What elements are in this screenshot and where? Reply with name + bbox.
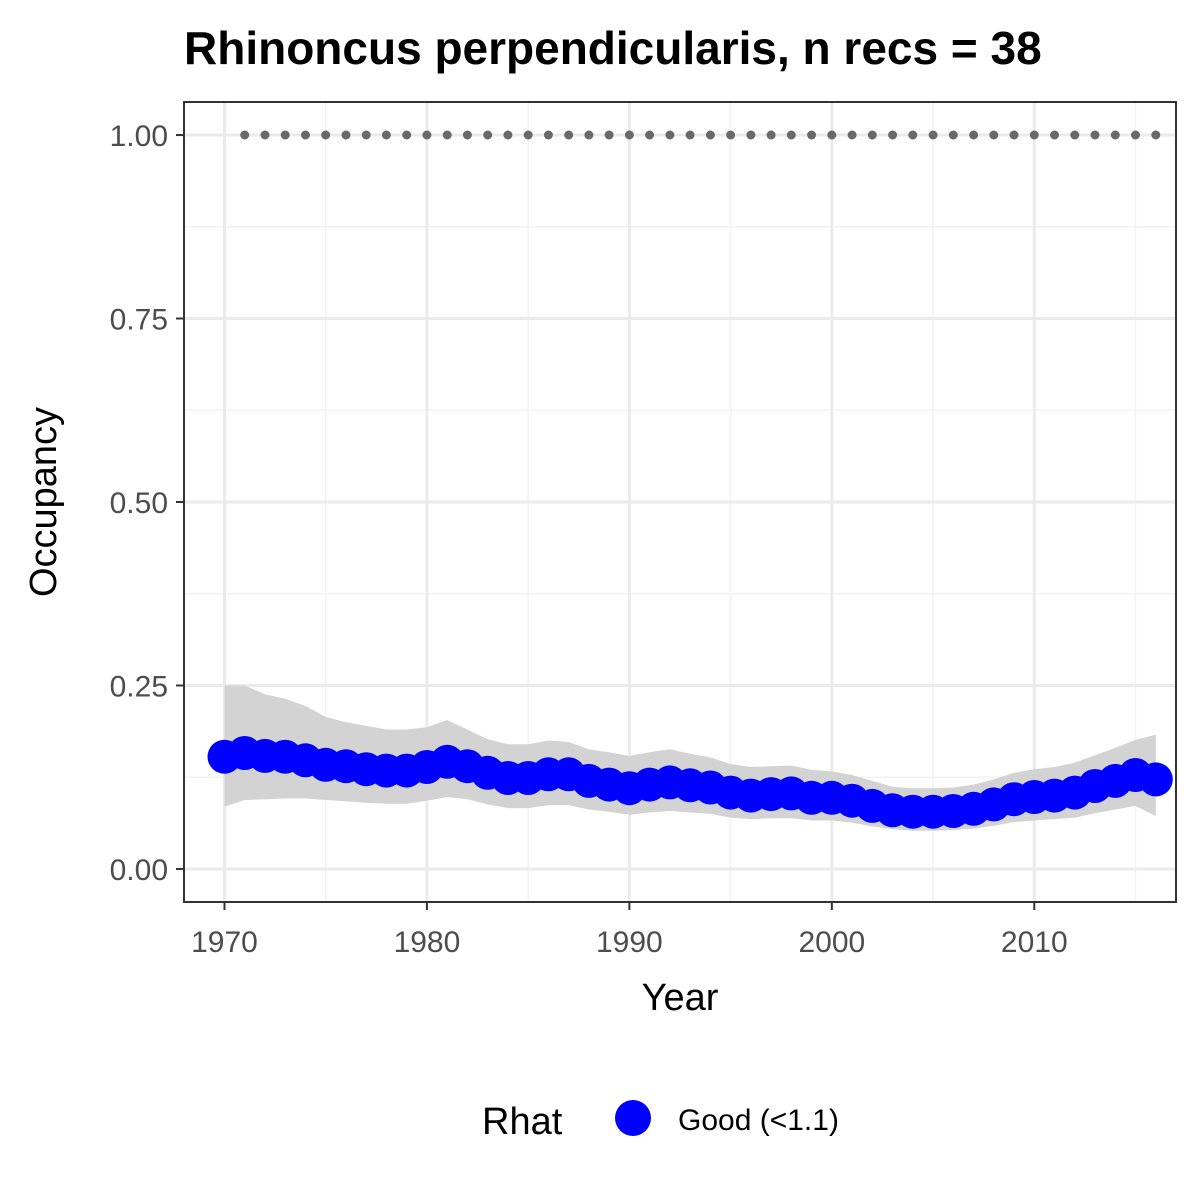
x-tick-label: 1970 xyxy=(191,926,258,959)
reference-dot xyxy=(402,130,412,140)
reference-dot xyxy=(867,130,877,140)
y-tick-label: 0.25 xyxy=(110,670,168,703)
confidence-ribbon xyxy=(224,685,1156,831)
y-axis: 0.00 0.25 0.50 0.75 1.00 xyxy=(110,120,184,887)
reference-dot xyxy=(705,130,715,140)
reference-dot xyxy=(807,130,817,140)
reference-dot xyxy=(422,130,432,140)
reference-dot xyxy=(624,130,634,140)
reference-dot xyxy=(1050,130,1059,140)
legend-title: Rhat xyxy=(482,1101,563,1143)
reference-dot xyxy=(685,130,695,140)
chart-title: Rhinoncus perpendicularis, n recs = 38 xyxy=(184,22,1042,74)
reference-dot xyxy=(928,130,938,140)
reference-dot xyxy=(847,130,857,140)
reference-dot xyxy=(726,130,736,140)
reference-dot xyxy=(240,130,250,140)
reference-dot xyxy=(442,130,452,140)
reference-dot xyxy=(969,130,979,140)
reference-dot xyxy=(381,130,391,140)
reference-dot xyxy=(908,130,918,140)
y-tick-label: 0.75 xyxy=(110,304,168,337)
reference-dot xyxy=(1029,130,1039,140)
plot-area xyxy=(183,101,1177,903)
reference-dot xyxy=(766,130,776,140)
reference-dot xyxy=(280,130,290,140)
reference-dot xyxy=(1009,130,1019,140)
reference-dot xyxy=(888,130,898,140)
reference-dot xyxy=(341,130,351,140)
reference-dot xyxy=(1110,130,1120,140)
reference-dot xyxy=(948,130,958,140)
reference-dot xyxy=(1070,130,1080,140)
y-tick-label: 1.00 xyxy=(110,120,168,153)
x-axis-title: Year xyxy=(642,977,719,1019)
x-tick-label: 1990 xyxy=(596,926,663,959)
reference-dot xyxy=(1131,130,1140,140)
reference-dot xyxy=(503,130,513,140)
legend-label-good: Good (<1.1) xyxy=(678,1104,839,1137)
x-tick-label: 2000 xyxy=(798,926,865,959)
reference-dot xyxy=(604,130,614,140)
occupancy-points xyxy=(207,736,1173,829)
x-tick-label: 1980 xyxy=(394,926,461,959)
y-tick-label: 0.50 xyxy=(110,487,168,520)
reference-dot xyxy=(1151,130,1161,140)
reference-dot xyxy=(786,130,796,140)
reference-dot xyxy=(1090,130,1100,140)
reference-dot xyxy=(543,130,553,140)
legend-key-good xyxy=(615,1100,651,1136)
reference-dot xyxy=(989,130,999,140)
reference-dot xyxy=(584,130,594,140)
legend: Rhat Good (<1.1) xyxy=(482,1100,839,1143)
reference-dot xyxy=(827,130,837,140)
reference-dotted-line xyxy=(240,130,1161,140)
reference-dot xyxy=(301,130,310,140)
reference-dot xyxy=(523,130,533,140)
occupancy-point xyxy=(1138,762,1173,797)
x-axis: 1970 1980 1990 2000 2010 xyxy=(191,902,1068,959)
y-axis-title: Occupancy xyxy=(23,407,65,597)
reference-dot xyxy=(746,130,756,140)
reference-dot xyxy=(665,130,675,140)
reference-dot xyxy=(321,130,331,140)
y-tick-label: 0.00 xyxy=(110,854,168,887)
reference-dot xyxy=(564,130,574,140)
reference-dot xyxy=(483,130,493,140)
reference-dot xyxy=(361,130,371,140)
x-tick-label: 2010 xyxy=(1001,926,1068,959)
reference-dot xyxy=(462,130,472,140)
reference-dot xyxy=(645,130,655,140)
reference-dot xyxy=(260,130,270,140)
